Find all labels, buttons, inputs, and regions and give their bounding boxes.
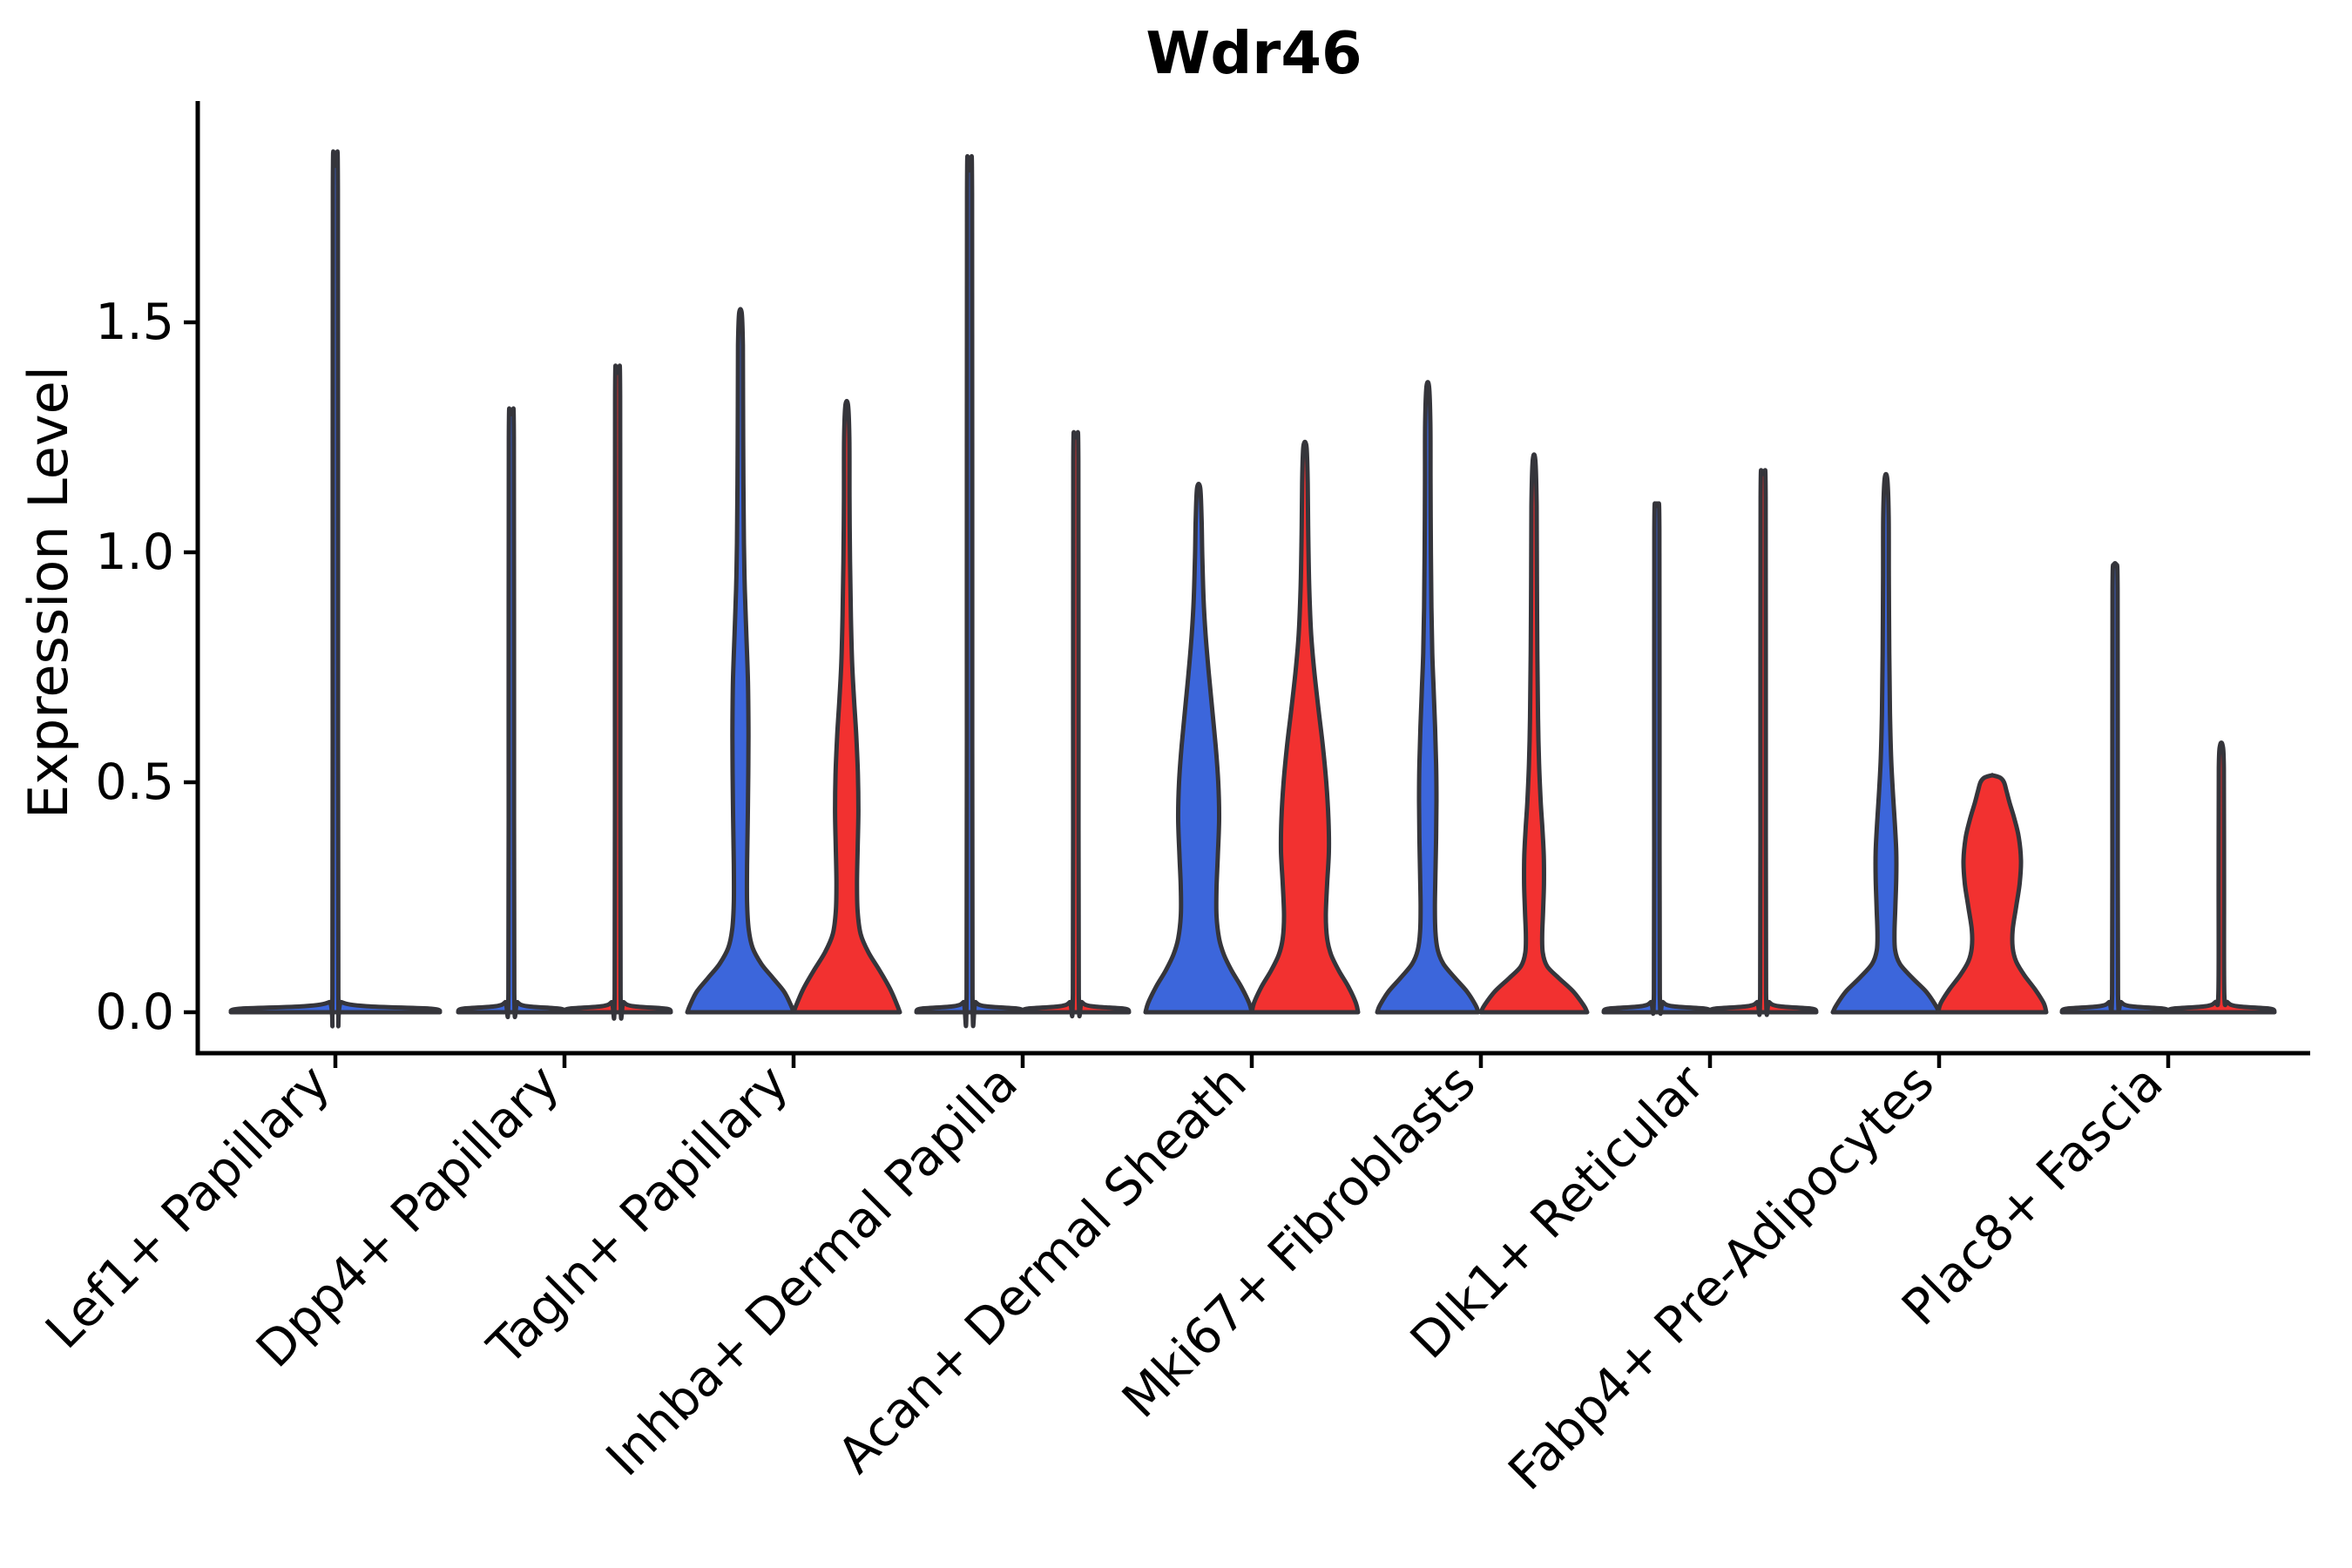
violin-3-right	[1020, 429, 1132, 1019]
y-tick-label: 0.0	[95, 983, 174, 1041]
violin-4-right	[1249, 439, 1361, 1015]
violin-0-single	[228, 149, 443, 1029]
violin-2-left	[685, 307, 796, 1015]
y-tick-label: 1.5	[95, 294, 174, 351]
violin-7-right	[1936, 773, 2049, 1015]
y-tick-label: 0.5	[95, 754, 174, 811]
violin-1-right	[562, 363, 673, 1021]
violin-5-left	[1375, 380, 1481, 1015]
y-tick-label: 1.0	[95, 524, 174, 581]
violin-3-left	[914, 153, 1025, 1029]
violin-8-left	[2059, 561, 2171, 1015]
violin-8-right	[2166, 740, 2277, 1015]
violin-5-right	[1478, 452, 1590, 1015]
violin-2-right	[791, 398, 902, 1015]
chart-title: Wdr46	[1146, 19, 1362, 87]
violin-6-left	[1601, 501, 1713, 1017]
violin-6-right	[1707, 468, 1819, 1017]
violin-7-left	[1830, 471, 1942, 1015]
violin-1-left	[456, 406, 567, 1020]
violin-4-left	[1143, 481, 1254, 1015]
